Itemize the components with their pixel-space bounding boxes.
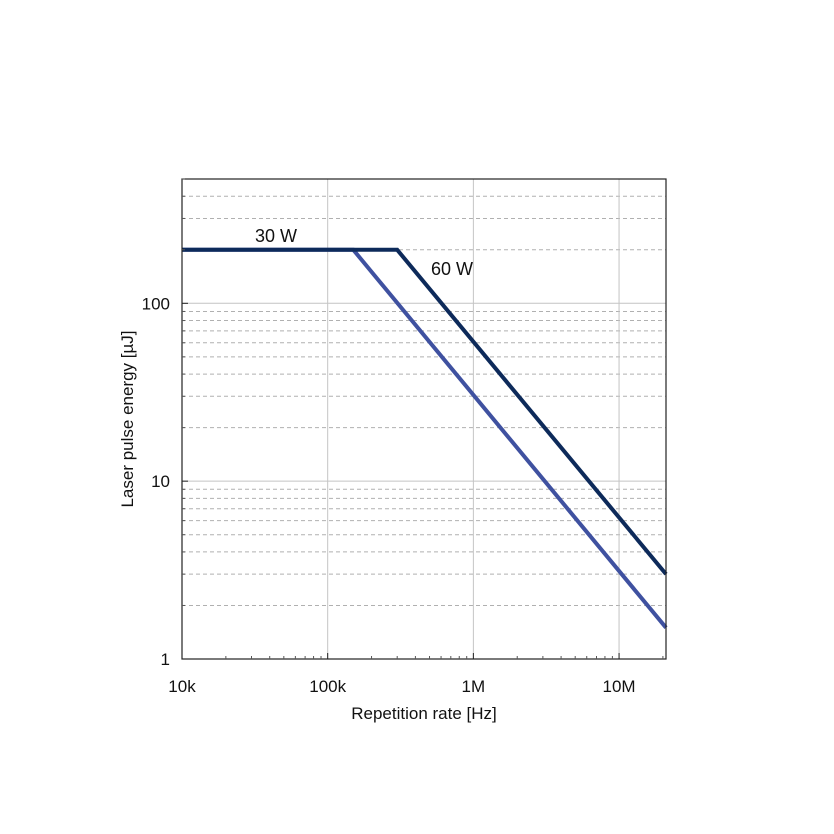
y-tick-label: 10 (151, 472, 170, 491)
plot-frame (181, 178, 667, 660)
x-tick-label: 10M (603, 677, 636, 696)
x-tick-label: 10k (168, 677, 196, 696)
x-tick-label: 1M (462, 677, 486, 696)
series-layer (182, 247, 668, 629)
y-axis-label: Laser pulse energy [µJ] (118, 330, 137, 507)
y-axis-ticks: 1 10 100 (142, 178, 188, 669)
y-tick-label: 1 (161, 650, 170, 669)
series-line-30w (182, 247, 668, 629)
x-axis-ticks: 10k 100k 1M 10M (168, 653, 664, 696)
y-tick-label: 100 (142, 294, 170, 313)
series-labels: 30 W 60 W (255, 226, 473, 279)
x-tick-label: 100k (309, 677, 346, 696)
series-line-60w (182, 247, 668, 576)
x-axis-label: Repetition rate [Hz] (351, 704, 497, 723)
series-label-30w: 30 W (255, 226, 297, 246)
series-label-60w: 60 W (431, 259, 473, 279)
